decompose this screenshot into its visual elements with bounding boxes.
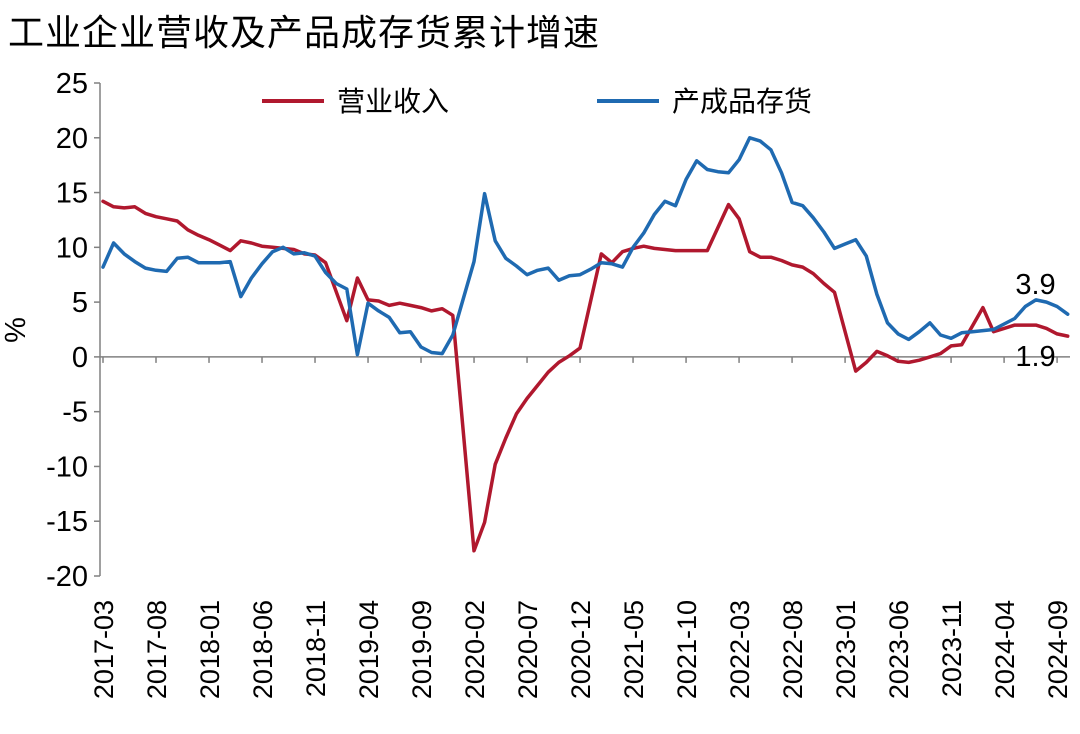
revenue-series-line xyxy=(101,199,1070,553)
x-tick-label: 2021-10 xyxy=(672,600,702,699)
y-tick-label: -20 xyxy=(46,561,88,593)
annotation-revenue-last: 1.9 xyxy=(1015,341,1055,373)
x-tick-label: 2017-08 xyxy=(142,600,172,699)
x-tick-label: 2020-07 xyxy=(513,600,543,699)
y-tick-label: 10 xyxy=(56,232,88,264)
x-tick-label: 2023-11 xyxy=(937,600,967,697)
y-axis: 25 20 15 10 5 0 -5 -10 -15 -20 xyxy=(46,68,101,593)
x-axis: 2017-03 2017-08 2018-01 2018-06 2018-11 2019-… xyxy=(89,356,1073,699)
y-tick-label: -10 xyxy=(46,451,88,483)
x-tick-label: 2019-09 xyxy=(407,600,437,699)
x-tick-label: 2022-08 xyxy=(778,600,808,699)
x-tick-label: 2024-09 xyxy=(1043,600,1073,699)
y-tick-label: 25 xyxy=(56,68,88,100)
x-tick-label: 2020-12 xyxy=(566,600,596,699)
y-tick-label: 15 xyxy=(56,178,88,210)
y-tick-label: 20 xyxy=(56,123,88,155)
x-tick-label: 2020-02 xyxy=(460,600,490,699)
x-tick-label: 2023-06 xyxy=(884,600,914,699)
legend-label: 产成品存货 xyxy=(672,85,812,118)
x-tick-label: 2021-05 xyxy=(619,600,649,699)
x-tick-label: 2024-04 xyxy=(990,600,1020,699)
x-tick-label: 2018-11 xyxy=(301,600,331,697)
y-tick-label: -5 xyxy=(62,397,88,429)
series-layer xyxy=(101,136,1070,553)
inventory-series-line xyxy=(101,136,1070,357)
y-axis-label: % xyxy=(0,317,32,343)
x-tick-label: 2018-06 xyxy=(248,600,278,699)
x-tick-label: 2018-01 xyxy=(195,600,225,699)
legend: 营业收入 产成品存货 xyxy=(262,85,812,118)
annotations: 3.9 1.9 xyxy=(1015,269,1055,373)
x-tick-label: 2023-01 xyxy=(831,600,861,699)
annotation-inventory-last: 3.9 xyxy=(1015,269,1055,301)
x-tick-label: 2022-03 xyxy=(725,600,755,699)
chart-title: 工业企业营收及产品成存货累计增速 xyxy=(8,13,601,54)
y-tick-label: -15 xyxy=(46,506,88,538)
x-tick-label: 2017-03 xyxy=(89,600,119,699)
y-tick-label: 5 xyxy=(72,287,88,319)
legend-label: 营业收入 xyxy=(337,85,449,118)
y-tick-label: 0 xyxy=(72,342,88,374)
x-tick-label: 2019-04 xyxy=(354,600,384,699)
